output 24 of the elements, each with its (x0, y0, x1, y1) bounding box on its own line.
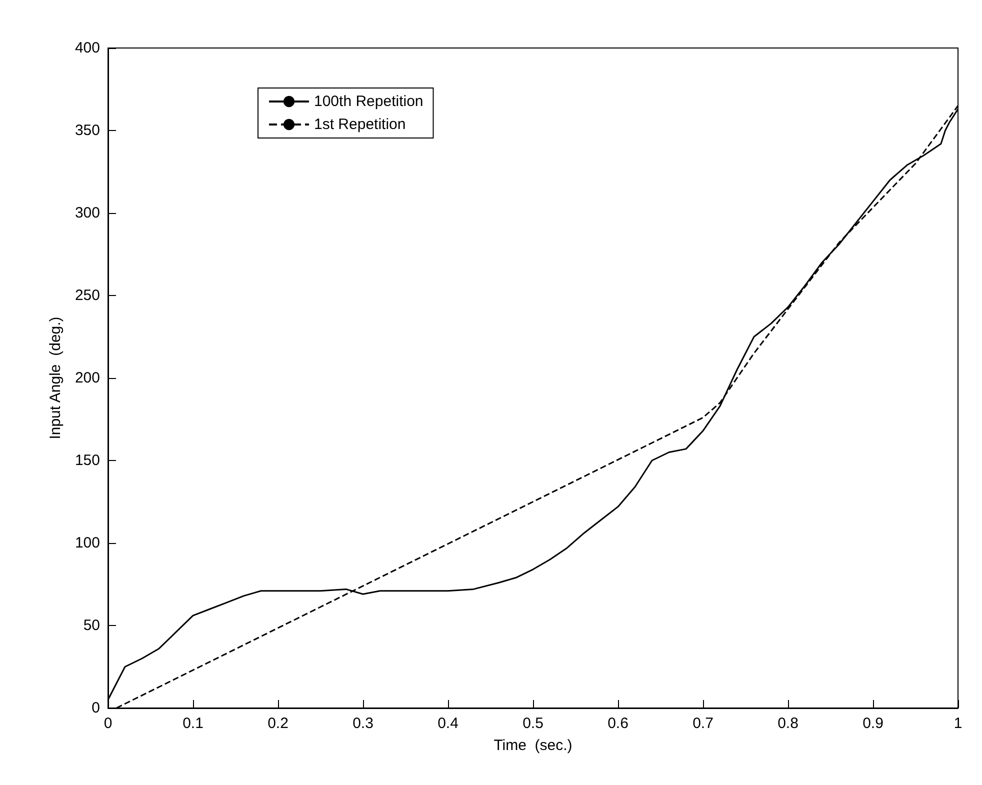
y-tick-label: 300 (74, 204, 100, 222)
legend-label: 100th Repetition (314, 93, 424, 110)
y-tick-label: 50 (83, 617, 100, 634)
x-tick-label: 0.7 (692, 715, 714, 732)
y-tick-label: 200 (74, 370, 100, 386)
y-tick-label: 250 (74, 287, 100, 304)
x-tick-label: 0.9 (862, 715, 884, 732)
x-tick-label: 0.3 (352, 715, 374, 732)
x-tick-label: 1 (954, 715, 962, 732)
y-tick-label: 350 (74, 122, 100, 139)
x-tick-label: 0.2 (268, 715, 288, 732)
y-tick-label: 100 (74, 534, 100, 552)
y-tick-label: 150 (74, 452, 100, 469)
y-axis-title: Input Angle (deg.) (47, 316, 64, 440)
legend-label: 1st Repetition (314, 116, 406, 133)
x-tick-label: 0.8 (778, 715, 798, 732)
x-tick-label: 0 (104, 715, 112, 732)
y-tick-label: 400 (74, 40, 100, 56)
x-tick-label: 0.1 (182, 715, 204, 732)
y-tick-label: 0 (92, 700, 100, 716)
x-tick-label: 0.4 (438, 715, 458, 732)
x-axis-title: Time (sec.) (494, 737, 572, 754)
x-tick-label: 0.5 (522, 715, 544, 732)
x-tick-label: 0.6 (608, 715, 628, 732)
